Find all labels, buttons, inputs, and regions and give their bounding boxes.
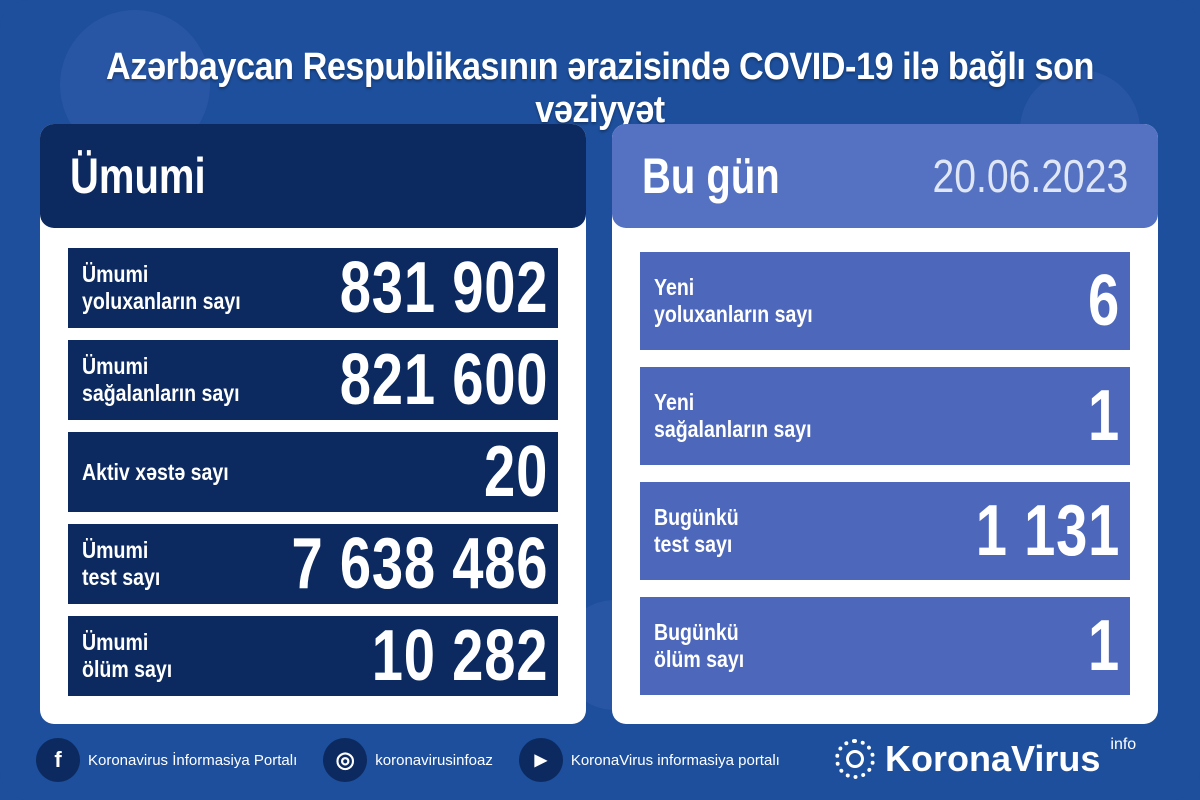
row-value: 20 (483, 432, 548, 512)
youtube-link[interactable]: ▶ KoronaVirus informasiya portalı (518, 738, 780, 782)
row-value: 7 638 486 (291, 524, 548, 604)
total-heading: Ümumi (70, 148, 206, 204)
report-date: 20.06.2023 (932, 150, 1128, 202)
today-panel: Bu gün 20.06.2023 Yeni yoluxanların sayı 6… (612, 124, 1158, 724)
page-title: Azərbaycan Respublikasının ərazisində CO… (106, 46, 1094, 131)
youtube-label: KoronaVirus informasiya portalı (570, 751, 780, 769)
row-label: Aktiv xəstə sayı (82, 458, 229, 485)
brand-suffix: info (1110, 736, 1137, 753)
total-header: Ümumi (40, 124, 586, 228)
row-value: 821 600 (339, 340, 548, 420)
total-row: Aktiv xəstə sayı 20 (68, 432, 558, 512)
row-label: Ümumi ölüm sayı (82, 629, 173, 682)
row-label: Bugünkü test sayı (654, 504, 739, 557)
row-value: 10 282 (371, 616, 548, 696)
row-value: 1 (1087, 376, 1120, 456)
total-panel: Ümumi Ümumi yoluxanların sayı 831 902 Ümumi… (40, 124, 586, 724)
total-row: Ümumi ölüm sayı 10 282 (68, 616, 558, 696)
footer: f Koronavirus İnformasiya Portalı ◎ korona… (36, 738, 792, 782)
instagram-icon: ◎ (323, 738, 368, 782)
row-value: 1 (1087, 606, 1120, 686)
instagram-label: koronavirusinfoaz (375, 751, 493, 769)
row-value: 831 902 (339, 248, 548, 328)
row-label: Yeni sağalanların sayı (654, 389, 812, 442)
total-row: Ümumi test sayı 7 638 486 (68, 524, 558, 604)
instagram-link[interactable]: ◎ koronavirusinfoaz (323, 738, 493, 782)
facebook-link[interactable]: f Koronavirus İnformasiya Portalı (36, 738, 297, 782)
total-row: Ümumi yoluxanların sayı 831 902 (68, 248, 558, 328)
row-label: Ümumi yoluxanların sayı (82, 261, 241, 314)
brand-name: KoronaVirus (885, 738, 1101, 779)
sun-logo-icon (835, 739, 875, 779)
today-heading: Bu gün (642, 148, 780, 204)
brand-logo: KoronaVirus info (835, 736, 1137, 780)
today-row: Bugünkü test sayı 1 131 (640, 482, 1130, 580)
today-header: Bu gün 20.06.2023 (612, 124, 1158, 228)
today-row: Yeni sağalanların sayı 1 (640, 367, 1130, 465)
today-row: Bugünkü ölüm sayı 1 (640, 597, 1130, 695)
youtube-icon: ▶ (518, 738, 563, 782)
row-label: Ümumi sağalanların sayı (82, 353, 240, 406)
row-value: 6 (1087, 261, 1120, 341)
facebook-icon: f (36, 738, 80, 782)
today-row: Yeni yoluxanların sayı 6 (640, 252, 1130, 350)
facebook-label: Koronavirus İnformasiya Portalı (88, 751, 298, 769)
row-label: Yeni yoluxanların sayı (654, 274, 813, 327)
total-row: Ümumi sağalanların sayı 821 600 (68, 340, 558, 420)
row-label: Bugünkü ölüm sayı (654, 619, 745, 672)
row-label: Ümumi test sayı (82, 537, 161, 590)
row-value: 1 131 (975, 491, 1120, 571)
